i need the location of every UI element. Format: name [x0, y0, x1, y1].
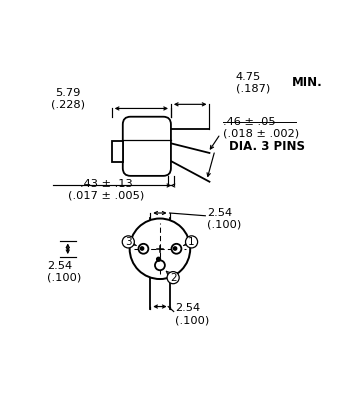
Circle shape	[186, 236, 198, 248]
Text: DIA. 3 PINS: DIA. 3 PINS	[229, 140, 305, 154]
Text: 4.75
(.187): 4.75 (.187)	[236, 72, 270, 93]
Text: 2.54
(.100): 2.54 (.100)	[175, 304, 209, 325]
Text: 3: 3	[125, 237, 132, 247]
Circle shape	[155, 260, 165, 270]
FancyBboxPatch shape	[123, 117, 171, 176]
Text: .43 ± .13
(.017 ± .005): .43 ± .13 (.017 ± .005)	[68, 179, 144, 200]
Circle shape	[138, 244, 148, 254]
Circle shape	[140, 247, 144, 250]
Circle shape	[171, 244, 181, 254]
Circle shape	[157, 257, 160, 261]
Text: 2: 2	[170, 273, 176, 283]
Bar	[112, 142, 123, 162]
Text: 2.54
(.100): 2.54 (.100)	[207, 208, 241, 229]
Circle shape	[130, 218, 190, 279]
Text: 2.54
(.100): 2.54 (.100)	[47, 261, 81, 283]
Text: .46 ± .05
(.018 ± .002): .46 ± .05 (.018 ± .002)	[223, 117, 299, 138]
Circle shape	[167, 272, 179, 284]
Text: 1: 1	[188, 237, 195, 247]
Circle shape	[173, 247, 177, 250]
Text: MIN.: MIN.	[292, 76, 323, 89]
Circle shape	[122, 236, 134, 248]
Text: 5.79
(.228): 5.79 (.228)	[51, 88, 85, 110]
